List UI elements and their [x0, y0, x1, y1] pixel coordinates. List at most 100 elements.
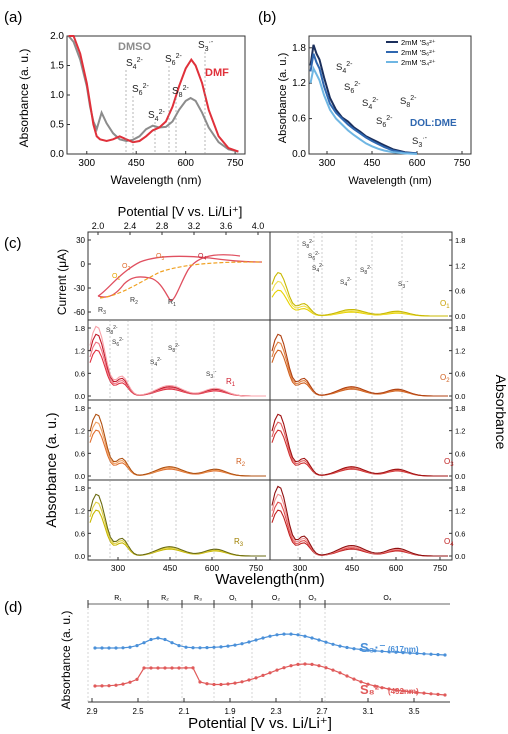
- s3-curve-point: [366, 648, 370, 652]
- s8-curve-point: [170, 666, 174, 670]
- s8-curve-point: [324, 666, 328, 670]
- s8-curve-point: [100, 684, 104, 688]
- svg-text:S62-: S62-: [344, 81, 361, 95]
- s3-curve-point: [436, 653, 440, 657]
- cv-curve-dashed: [99, 261, 263, 299]
- s8-curve-point: [240, 680, 244, 684]
- svg-text:S82-: S82-: [168, 343, 180, 354]
- panel-d-xticks: 2.9 2.5 2.1 1.9 2.3 2.7 3.1 3.5: [86, 698, 420, 716]
- panel-c-xlabel: Wavelength(nm): [215, 571, 324, 588]
- panel-b-ticks: 300 450 600 750 0.0 0.6 1.2 1.8: [292, 43, 471, 169]
- series-line-DMSO: [67, 35, 239, 153]
- svg-text:S82-: S82-: [106, 325, 118, 336]
- panel-a-ylabel: Absorbance (a. u.): [17, 49, 31, 148]
- abs-tick-label: 1.8: [455, 324, 465, 333]
- s3-curve-point: [345, 645, 349, 650]
- s3-curve-point: [415, 651, 419, 656]
- panel-b-xlabel: Wavelength (nm): [348, 175, 431, 187]
- spectrum-curve-6-2: [271, 493, 448, 557]
- s3-curve-point: [184, 645, 188, 649]
- s3-curve-point: [331, 642, 335, 646]
- svg-text:R1: R1: [226, 377, 236, 388]
- s8-curve-point: [247, 678, 251, 682]
- wl-tick-label: 600: [205, 563, 219, 573]
- s3-curve-point: [170, 641, 174, 645]
- s8-curve-point: [408, 690, 412, 694]
- svg-text:S42-: S42-: [148, 109, 165, 123]
- svg-text:S42-: S42-: [362, 97, 379, 111]
- s8-curve-point: [261, 673, 265, 678]
- legend-item: 2mM 'S₆²⁺: [401, 48, 436, 57]
- s8-legend-wl: (492nm): [388, 687, 419, 696]
- s3-curve-point: [289, 632, 293, 636]
- svg-text:R2: R2: [236, 457, 246, 468]
- s8-curve-point: [177, 666, 181, 670]
- s8-curve-point: [191, 666, 195, 670]
- panel-a: (a) Absorbance (a. u.) Wavelength (nm) 3…: [4, 9, 246, 187]
- panel-a-label: (a): [4, 9, 22, 26]
- s8-legend-name: S₈²⁻: [360, 682, 386, 697]
- s3-curve-point: [100, 646, 104, 650]
- y-tick-label: 1.0: [50, 90, 64, 101]
- region-label: R₂: [161, 595, 169, 602]
- s3-curve-point: [191, 646, 195, 650]
- panel-d-ylabel: Absorbance (a. u.): [59, 611, 73, 710]
- s3-curve-point: [310, 636, 314, 640]
- panel-b: (b) Absorbance (a. u.) Wavelength (nm) 3…: [258, 9, 472, 187]
- abs-tick-label: 0.0: [455, 312, 465, 321]
- s8-curve-point: [282, 666, 286, 670]
- cv-point-labels: O1 O2 O3 O4 R1 R2 R3: [98, 253, 206, 316]
- d-x-tick-label: 3.5: [408, 707, 420, 716]
- series-line-2mM 'S₈²⁺: [309, 44, 418, 155]
- s8-legend: S₈²⁻ (492nm): [360, 682, 419, 697]
- d-x-tick-label: 3.1: [362, 707, 374, 716]
- abs-tick-label: 1.8: [75, 324, 85, 333]
- s8-curve-point: [436, 692, 440, 697]
- s8-curve-point: [156, 666, 160, 670]
- s8-curve-point: [429, 692, 433, 696]
- svg-text:S3·-: S3·-: [206, 369, 217, 380]
- abs-tick-label: 0.6: [455, 449, 465, 458]
- abs-tick-label: 1.8: [75, 484, 85, 493]
- s8-curve-point: [142, 666, 146, 670]
- s3-curve-point: [107, 646, 111, 650]
- s3-curve-point: [149, 637, 153, 642]
- y-tick-label: 1.2: [292, 78, 306, 89]
- svg-text:S42-: S42-: [336, 61, 353, 75]
- svg-text:R1: R1: [168, 299, 176, 308]
- y-tick-label: 1.5: [50, 61, 64, 72]
- s3-curve-point: [387, 650, 391, 654]
- s8-curve-point: [380, 686, 384, 690]
- svg-text:S62-: S62-: [308, 251, 320, 262]
- spectrum-curve-4-2: [271, 413, 448, 477]
- abs-tick-label: 0.0: [455, 392, 465, 401]
- s3-curve-point: [352, 647, 356, 651]
- s8-curve-point: [338, 671, 342, 675]
- dol-dme-label: DOL:DME: [410, 118, 457, 129]
- s3-curve-point: [359, 647, 363, 652]
- region-label: O₁: [229, 595, 237, 602]
- abs-tick-label: 0.0: [75, 472, 85, 481]
- region-label: O₃: [308, 595, 316, 602]
- panel-c-label: (c): [4, 235, 22, 252]
- series-line-2mM 'S₄²⁺: [309, 65, 418, 155]
- panel-c-top-ticks: 2.0 2.4 2.8 3.2 3.6 4.0: [92, 221, 264, 235]
- series-line-2mM 'S₆²⁺: [309, 53, 418, 155]
- s8-curve-point: [387, 687, 391, 691]
- s3-curve-point: [394, 650, 398, 654]
- x-tick-label: 450: [128, 158, 145, 169]
- abs-tick-label: 1.8: [75, 404, 85, 413]
- panel-b-lines: [309, 44, 418, 155]
- spectrum-curve-5-2: [89, 493, 266, 557]
- s8-curve-point: [394, 688, 398, 692]
- s3-curve-point: [380, 649, 384, 653]
- abs-tick-label: 0.0: [75, 392, 85, 401]
- abs-tick-label: 0.6: [455, 369, 465, 378]
- s3-curve-point: [142, 641, 146, 645]
- abs-tick-label: 1.8: [455, 236, 465, 245]
- x-tick-label: 300: [78, 158, 95, 169]
- s3-curve-point: [114, 646, 118, 650]
- s3-curve-point: [177, 644, 181, 648]
- s3-curve-point: [163, 637, 167, 642]
- species-markers: S82- S62- S42- S42- S82- S3·- S82- S62- …: [106, 239, 409, 380]
